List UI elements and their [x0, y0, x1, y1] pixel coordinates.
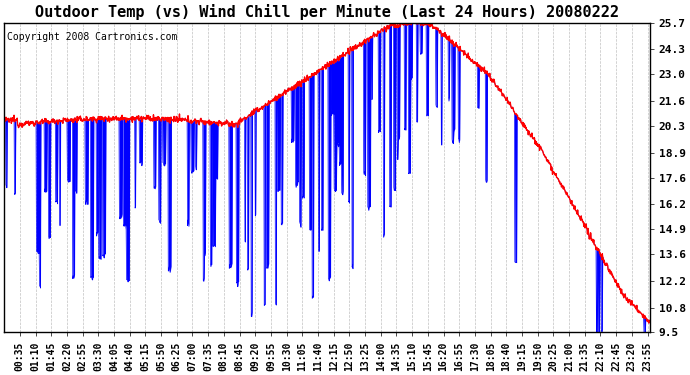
Title: Outdoor Temp (vs) Wind Chill per Minute (Last 24 Hours) 20080222: Outdoor Temp (vs) Wind Chill per Minute … — [35, 4, 619, 20]
Text: Copyright 2008 Cartronics.com: Copyright 2008 Cartronics.com — [8, 32, 178, 42]
